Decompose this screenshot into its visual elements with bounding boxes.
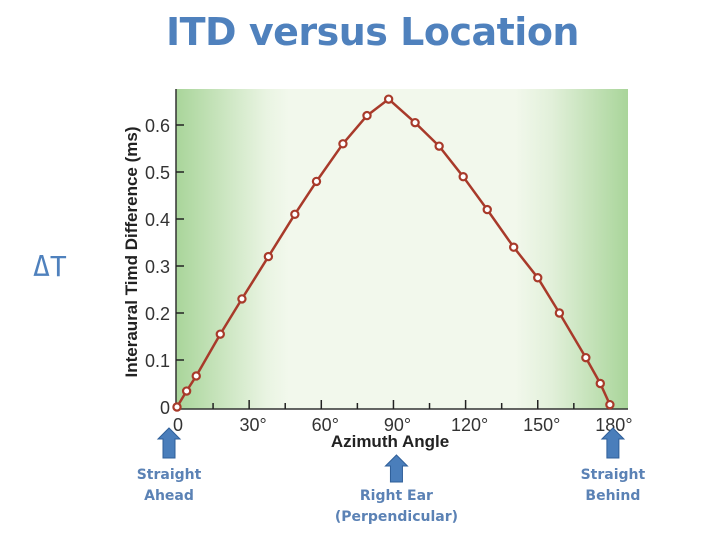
- x-tick-label: 180°: [595, 415, 632, 435]
- x-tick-label: 150°: [523, 415, 560, 435]
- data-point: [410, 117, 420, 128]
- y-axis-label: Interaural Timd Difference (ms): [122, 127, 141, 378]
- annotation-line2: Behind: [585, 488, 641, 504]
- annotation-line2: Ahead: [144, 488, 194, 504]
- plot-background: [176, 89, 628, 409]
- data-point: [554, 308, 565, 318]
- data-point: [181, 386, 192, 396]
- data-point: [458, 171, 468, 182]
- data-point: [191, 371, 201, 381]
- data-point: [237, 294, 247, 304]
- y-tick-label: 0.1: [145, 351, 170, 371]
- data-point: [595, 378, 605, 389]
- data-point: [215, 329, 225, 339]
- data-point: [509, 242, 519, 252]
- annotation-right-ear: Right Ear (Perpendicular): [326, 486, 466, 528]
- data-point: [533, 273, 543, 283]
- x-tick-label: 60°: [312, 415, 339, 435]
- data-point: [338, 139, 348, 149]
- delta-t-label: ΔT: [33, 250, 67, 283]
- y-tick-label: 0.5: [145, 163, 170, 183]
- data-point: [290, 209, 300, 219]
- annotation-line1: Right Ear: [359, 488, 433, 504]
- data-point: [362, 110, 372, 121]
- up-arrow-icon: [384, 454, 409, 483]
- data-point: [383, 94, 394, 104]
- x-tick-label: 30°: [240, 415, 267, 435]
- data-point: [482, 204, 492, 215]
- y-tick-label: 0: [160, 398, 170, 418]
- annotation-straight-ahead: Straight Ahead: [99, 465, 239, 507]
- y-tick-label: 0.2: [145, 304, 170, 324]
- data-point: [605, 399, 615, 410]
- data-point: [263, 251, 274, 262]
- annotation-straight-behind: Straight Behind: [543, 465, 683, 507]
- plot-area: 0 0.1 0.2 0.3 0.4 0.5 0.6 0 30° 60° 90° 120° 150° 180…: [122, 89, 633, 483]
- y-tick-label: 0.6: [145, 116, 170, 136]
- up-arrow-icon: [156, 427, 182, 459]
- x-tick-label: 120°: [451, 415, 488, 435]
- data-point: [581, 352, 591, 363]
- data-point: [434, 141, 444, 151]
- slide-title: ITD versus Location: [166, 10, 579, 54]
- x-tick-label: 0: [173, 415, 183, 435]
- annotation-line1: Straight: [136, 467, 202, 483]
- annotation-line2: (Perpendicular): [334, 509, 459, 525]
- x-axis-label: Azimuth Angle: [331, 432, 449, 451]
- x-tick-label: 90°: [384, 415, 411, 435]
- annotation-line1: Straight: [580, 467, 646, 483]
- up-arrow-icon: [600, 427, 626, 459]
- data-point: [311, 176, 322, 187]
- y-tick-label: 0.4: [145, 210, 170, 230]
- data-point: [172, 402, 182, 412]
- y-tick-label: 0.3: [145, 257, 170, 277]
